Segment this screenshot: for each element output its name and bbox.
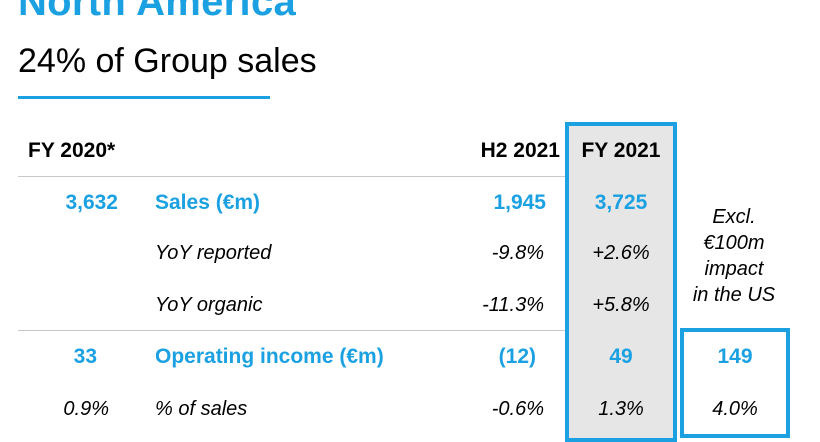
operating-income-label: Operating income (€m)	[155, 345, 384, 368]
section-divider	[18, 330, 565, 331]
note-line-3: impact	[704, 258, 764, 280]
margin-fy2021: 1.3%	[598, 398, 644, 420]
header-h2-2021: H2 2021	[480, 139, 560, 162]
margin-fy2020: 0.9%	[63, 398, 109, 420]
yoy-organic-h2-2021: -11.3%	[482, 294, 544, 316]
yoy-reported-fy2021: +2.6%	[592, 242, 650, 264]
margin-label: % of sales	[155, 398, 248, 420]
operating-income-fy2020: 33	[73, 345, 97, 368]
sales-h2-2021: 1,945	[493, 191, 546, 214]
margin-adjusted: 4.0%	[712, 398, 758, 420]
yoy-reported-h2-2021: -9.8%	[491, 242, 544, 264]
sales-label: Sales (€m)	[155, 191, 261, 214]
page-title: North America	[18, 0, 297, 24]
header-fy2021: FY 2021	[581, 139, 661, 162]
us-impact-note: Excl. €100m impact in the US	[682, 204, 786, 308]
note-line-2: €100m	[703, 232, 765, 254]
sales-fy2020: 3,632	[65, 191, 118, 214]
operating-income-fy2021: 49	[609, 345, 633, 368]
title-underline	[18, 96, 270, 99]
fy2021-highlight-column	[565, 122, 677, 442]
header-divider	[18, 176, 565, 177]
sales-fy2021: 3,725	[594, 191, 648, 214]
note-line-1: Excl.	[712, 206, 756, 228]
operating-income-adjusted: 149	[717, 345, 753, 368]
margin-h2-2021: -0.6%	[491, 398, 544, 420]
note-line-4: in the US	[692, 284, 776, 306]
page-subtitle: 24% of Group sales	[18, 42, 317, 80]
yoy-organic-fy2021: +5.8%	[592, 294, 650, 316]
yoy-organic-label: YoY organic	[155, 294, 263, 316]
operating-income-h2-2021: (12)	[498, 345, 536, 368]
header-fy2020: FY 2020*	[28, 139, 116, 162]
yoy-reported-label: YoY reported	[155, 242, 272, 264]
